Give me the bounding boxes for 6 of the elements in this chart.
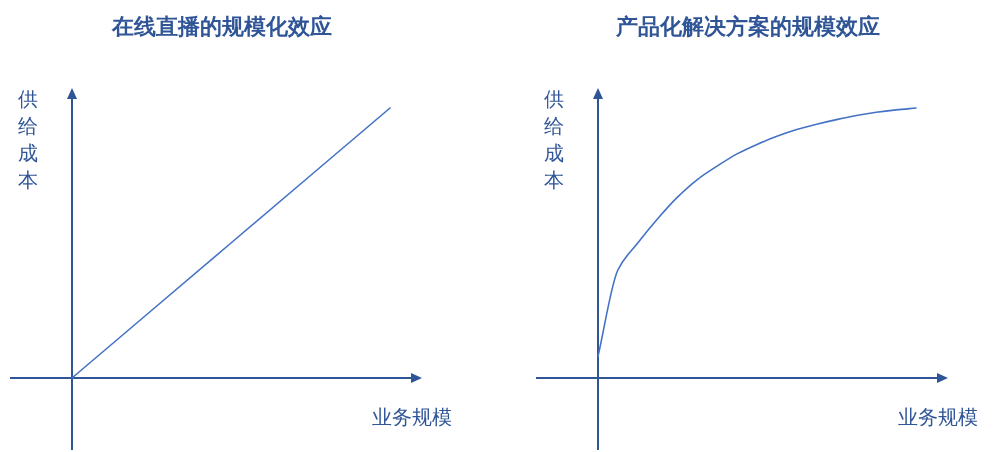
chart-title: 产品化解决方案的规模效应 (615, 14, 880, 39)
chart-title: 在线直播的规模化效应 (111, 14, 332, 39)
x-axis-title: 业务规模 (372, 405, 452, 429)
x-axis-title: 业务规模 (898, 405, 978, 429)
ylabel: 供给成本 (18, 87, 38, 192)
ylabel: 供给成本 (544, 87, 564, 192)
